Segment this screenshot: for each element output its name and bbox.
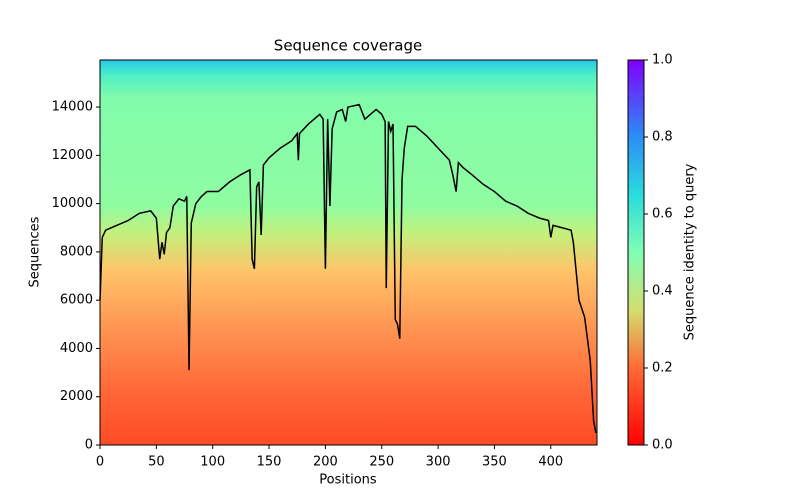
colorbar xyxy=(627,59,645,446)
x-tick-label: 200 xyxy=(313,455,338,470)
colorbar-tick-label: 0.4 xyxy=(652,284,673,299)
y-axis-label: Sequences xyxy=(28,216,43,287)
y-tick-label: 6000 xyxy=(60,293,93,308)
x-tick-label: 350 xyxy=(482,455,507,470)
y-tick-label: 12000 xyxy=(52,148,93,163)
colorbar-tick-label: 0.2 xyxy=(652,361,673,376)
y-tick-label: 2000 xyxy=(60,389,93,404)
coverage-line xyxy=(99,103,597,434)
x-axis-label: Positions xyxy=(319,473,377,488)
y-tick-label: 8000 xyxy=(60,244,93,259)
colorbar-tick-label: 1.0 xyxy=(652,53,673,68)
x-tick-label: 400 xyxy=(538,455,563,470)
colorbar-label: Sequence identity to query xyxy=(683,163,698,340)
y-tick-label: 14000 xyxy=(52,100,93,115)
y-tick-label: 10000 xyxy=(52,196,93,211)
x-tick-label: 150 xyxy=(257,455,282,470)
x-tick-label: 50 xyxy=(148,455,165,470)
coverage-heatmap xyxy=(100,60,597,445)
colorbar-tick-label: 0.6 xyxy=(652,207,673,222)
x-tick-label: 250 xyxy=(369,455,394,470)
x-tick-label: 100 xyxy=(200,455,225,470)
y-tick-label: 0 xyxy=(85,438,93,453)
chart-title: Sequence coverage xyxy=(274,37,422,55)
x-tick-label: 300 xyxy=(426,455,451,470)
colorbar-tick-label: 0.8 xyxy=(652,130,673,145)
x-tick-label: 0 xyxy=(96,455,104,470)
y-tick-label: 4000 xyxy=(60,341,93,356)
plot-frame xyxy=(99,59,598,446)
colorbar-tick-label: 0.0 xyxy=(652,438,673,453)
